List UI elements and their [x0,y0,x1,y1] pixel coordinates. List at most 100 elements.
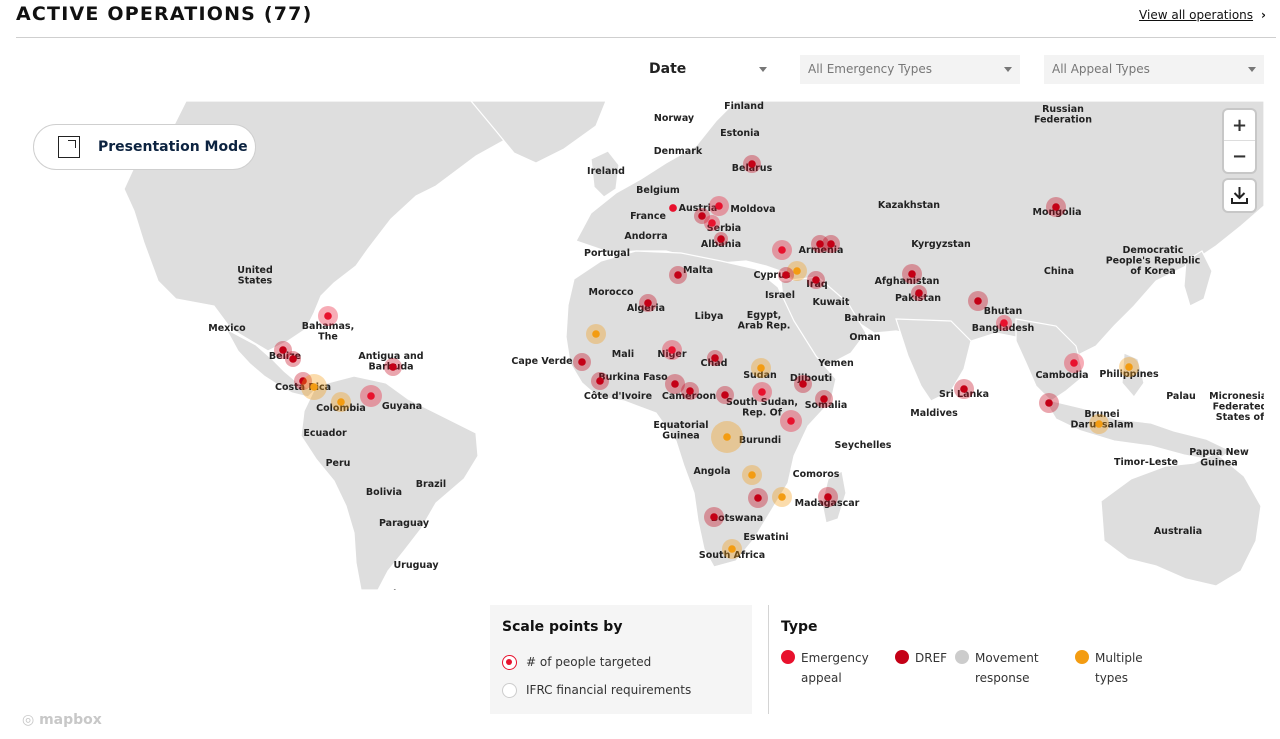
country-label: Argentina [356,589,409,590]
operation-marker-dref[interactable] [591,372,609,390]
operation-marker-emergency[interactable] [780,410,802,432]
operation-marker-multiple[interactable] [751,358,771,378]
emergency-type-filter-label: All Emergency Types [808,62,933,76]
operation-markers[interactable] [274,155,1139,559]
country-label: Botswana [711,513,763,524]
operation-marker-multiple[interactable] [772,487,792,507]
operation-marker-dref[interactable] [818,487,838,507]
operation-marker-dref[interactable] [902,264,922,284]
operation-marker-dref[interactable] [1039,393,1059,413]
operation-marker-dref[interactable] [681,382,699,400]
country-label: Denmark [654,146,703,157]
view-all-operations-link[interactable]: View all operations › [1139,8,1266,22]
operation-marker-multiple[interactable] [711,421,743,453]
operation-marker-emergency[interactable] [709,196,729,216]
presentation-mode-button[interactable]: Presentation Mode [33,124,256,170]
emergency-type-filter[interactable]: All Emergency Types [800,55,1020,84]
country-label: Mexico [208,323,246,334]
operation-marker-dref[interactable] [822,235,840,253]
operation-marker-dref[interactable] [807,271,825,289]
operation-marker-dref[interactable] [743,155,761,173]
operation-marker-dref[interactable] [778,267,794,283]
operation-marker-dref[interactable] [704,507,724,527]
country-label: Andorra [624,231,667,242]
country-label: Moldova [730,204,775,215]
operation-marker-dref[interactable] [811,235,829,253]
country-label: Kyrgyzstan [911,239,971,250]
operation-marker-dref[interactable] [274,341,292,359]
operation-marker-dref[interactable] [294,372,312,390]
operation-marker-emergency[interactable] [662,340,682,360]
world-map[interactable]: Finland Norway Estonia Russian Federation Den… [16,101,1264,590]
country-label: Burundi [739,435,781,446]
marker-dot [279,346,287,354]
operation-marker-dref[interactable] [954,379,974,399]
operation-marker-multiple[interactable] [586,324,606,344]
landmass-southeast-asia [1015,318,1085,402]
operation-marker-dref[interactable] [714,232,728,246]
country-label: Belgium [636,185,680,196]
operation-marker-dref[interactable] [694,208,710,224]
operation-marker-multiple[interactable] [1119,357,1139,377]
page-title: ACTIVE OPERATIONS (77) [16,3,313,25]
country-labels: Finland Norway Estonia Russian Federation Den… [208,101,1264,590]
country-label: Belize [269,351,301,362]
country-label: Sri Lanka [939,389,989,400]
operation-marker-dref[interactable] [748,488,768,508]
marker-dot [686,387,694,395]
operation-marker-dref[interactable] [285,351,301,367]
country-label: Austria [679,203,718,214]
operation-marker-emergency[interactable] [1064,353,1084,373]
marker-dot [1000,319,1008,327]
country-label: Mongolia [1033,207,1082,218]
marker-dot [337,398,345,406]
date-filter[interactable]: Date [641,55,775,84]
operation-marker-emergency[interactable] [318,306,338,326]
landmass-africa [565,250,837,568]
marker-dot [669,204,677,212]
operation-marker-multiple[interactable] [787,261,807,281]
operation-marker-emergency[interactable] [996,315,1012,331]
operation-marker-multiple[interactable] [722,539,742,559]
download-button[interactable] [1224,180,1255,211]
zoom-out-button[interactable]: − [1231,146,1248,167]
country-label: Angola [693,466,730,477]
legend-emergency-appeal-label: Emergency appeal [801,651,869,685]
operation-marker-emergency[interactable] [669,204,677,212]
operation-marker-dref[interactable] [716,386,734,404]
country-label: Malta [683,265,713,276]
operation-marker-dref[interactable] [911,285,927,301]
operation-marker-dref[interactable] [665,374,685,394]
operation-marker-dref[interactable] [1046,197,1066,217]
zoom-in-button[interactable]: + [1224,110,1255,141]
marker-dot [824,493,832,501]
marker-dot [721,391,729,399]
operation-marker-dref[interactable] [639,294,657,312]
operations-map[interactable]: Finland Norway Estonia Russian Federation Den… [16,101,1264,590]
landmass-south-america [300,375,479,590]
operation-marker-emergency[interactable] [704,215,720,231]
operation-marker-dref[interactable] [573,353,591,371]
operation-marker-dref[interactable] [707,350,723,366]
operation-marker-dref[interactable] [384,358,402,376]
operation-marker-emergency[interactable] [360,385,382,407]
appeal-type-filter[interactable]: All Appeal Types [1044,55,1264,84]
operation-marker-dref[interactable] [669,266,687,284]
operation-marker-emergency[interactable] [752,382,772,402]
operation-marker-emergency[interactable] [772,240,792,260]
operation-marker-multiple[interactable] [331,392,351,412]
country-label: Papua New Guinea [1189,447,1249,469]
view-all-label: View all operations [1139,8,1254,22]
scale-points-panel: Scale points by # of people targeted IFR… [490,605,752,714]
operation-marker-multiple[interactable] [301,374,327,400]
operation-marker-dref[interactable] [968,291,988,311]
operation-marker-multiple[interactable] [742,465,762,485]
country-label: Mali [612,349,634,360]
marker-dot [787,417,795,425]
country-label: Libya [695,311,724,322]
operation-marker-dref[interactable] [794,375,812,393]
marker-dot [715,202,723,210]
operation-marker-dref[interactable] [815,390,833,408]
operation-marker-multiple[interactable] [1089,414,1109,434]
